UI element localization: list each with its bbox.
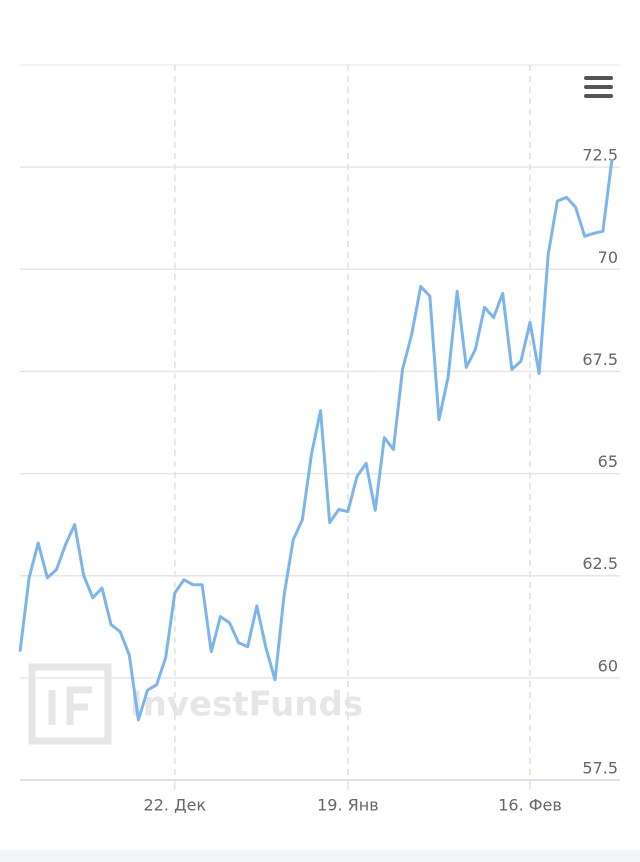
watermark-logo [28, 663, 112, 745]
y-tick-label: 72.5 [582, 146, 618, 165]
x-tick-label: 19. Янв [317, 796, 379, 815]
x-tick-label: 22. Дек [144, 796, 207, 815]
series-line [18, 158, 614, 722]
logo-box [28, 663, 112, 745]
y-tick-label: 62.5 [582, 554, 618, 573]
y-tick-label: 57.5 [582, 759, 618, 778]
bottom-bar [0, 850, 640, 862]
y-tick-label: 70 [598, 248, 618, 267]
y-tick-label: 60 [598, 656, 618, 675]
watermark: InvestFunds [130, 685, 363, 725]
x-tick-label: 16. Фев [498, 796, 562, 815]
y-tick-label: 65 [598, 452, 618, 471]
logo-stroke [66, 686, 92, 725]
menu-bar [584, 76, 613, 80]
menu-bar [584, 94, 613, 98]
y-tick-label: 67.5 [582, 350, 618, 369]
menu-bar [584, 85, 613, 89]
menu-icon[interactable] [584, 76, 613, 98]
